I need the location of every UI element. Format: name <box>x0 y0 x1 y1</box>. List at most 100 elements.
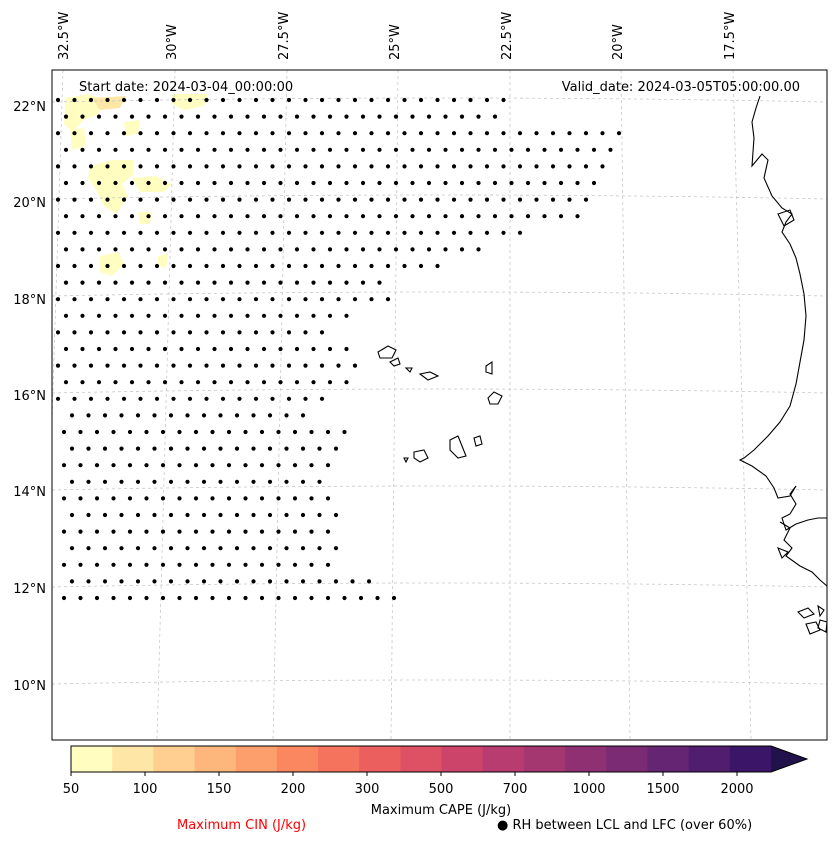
rh-dot <box>168 579 174 584</box>
rh-dot <box>243 595 248 601</box>
rh-dot <box>319 164 325 169</box>
lat-label: 20°N <box>13 196 46 211</box>
rh-dot <box>154 131 160 136</box>
rh-dot <box>210 463 215 468</box>
rh-dot <box>185 413 190 418</box>
rh-dot <box>127 562 133 567</box>
rh-dot <box>342 429 347 435</box>
rh-dot <box>443 214 448 219</box>
rh-dot <box>459 214 465 219</box>
rh-dot <box>121 131 127 136</box>
rh-dot <box>292 429 298 435</box>
rh-dot <box>80 180 85 186</box>
rh-dot <box>270 297 275 302</box>
rh-dot <box>542 180 547 186</box>
rh-dot <box>234 546 240 551</box>
rh-dot <box>171 230 176 235</box>
rh-dot <box>336 131 341 136</box>
rh-dot <box>309 429 314 435</box>
rh-dot <box>210 529 215 534</box>
colorbar-tick-labels: 50 100 150 200 300 500 700 1000 1500 200… <box>63 782 754 797</box>
rh-dot <box>72 263 77 269</box>
rh-dot <box>69 479 75 484</box>
rh-dot <box>259 429 265 435</box>
rh-dot <box>102 413 108 418</box>
rh-dot <box>492 214 498 219</box>
rh-dot <box>284 413 289 418</box>
rh-dot <box>69 512 75 518</box>
rh-dot <box>185 512 190 518</box>
coastal-island <box>777 547 789 559</box>
rh-dot <box>195 180 201 186</box>
rh-dot <box>333 579 339 584</box>
rh-dot <box>352 197 358 202</box>
rh-dot <box>146 147 151 152</box>
rh-dot <box>319 330 325 335</box>
rh-dot <box>129 380 135 385</box>
bijagos-island <box>817 604 825 618</box>
rh-dot <box>484 197 490 202</box>
rh-dot <box>212 280 217 285</box>
rh-dot <box>146 214 151 219</box>
rh-dot <box>72 230 77 235</box>
rh-dot <box>138 297 143 302</box>
rh-dot <box>187 131 193 136</box>
rh-dot <box>129 180 135 186</box>
rh-dot <box>259 562 265 567</box>
rh-dot <box>102 579 108 584</box>
rh-dot <box>336 164 341 169</box>
rh-dot <box>171 131 176 136</box>
rh-dot <box>243 529 248 534</box>
rh-dot <box>228 313 234 318</box>
rh-dot <box>171 197 176 202</box>
rh-dot <box>204 297 209 302</box>
gridline <box>51 679 828 685</box>
colorbar-segment <box>194 746 237 772</box>
rh-dot <box>284 546 289 551</box>
rh-dot <box>55 396 61 401</box>
rh-dot <box>129 346 135 352</box>
rh-dot <box>113 180 118 186</box>
rh-dot <box>468 230 473 235</box>
rh-dot <box>61 496 67 501</box>
rh-dot <box>179 114 184 119</box>
rh-dot <box>377 180 382 186</box>
longitude-labels: 32.5°W 30°W 27.5°W 25°W 22.5°W 20°W 17.5… <box>57 12 738 60</box>
rh-dot <box>94 562 100 567</box>
rh-dot <box>187 263 193 269</box>
rh-dot <box>360 114 366 119</box>
rh-dot <box>393 114 399 119</box>
rh-dot <box>451 164 457 169</box>
rh-dot <box>94 429 100 435</box>
rh-dot <box>119 546 124 551</box>
rh-dot <box>309 463 314 468</box>
rh-dot <box>292 562 298 567</box>
rh-dot <box>218 446 223 451</box>
rh-dot <box>168 479 174 484</box>
rh-dot <box>152 512 157 518</box>
rh-dot <box>144 595 149 601</box>
rh-dot <box>105 396 110 401</box>
rh-dot <box>542 147 547 152</box>
rh-dot <box>550 164 556 169</box>
rh-dot <box>261 313 267 318</box>
rh-dot <box>377 114 382 119</box>
rh-dot <box>94 496 100 501</box>
rh-dot <box>344 346 349 352</box>
rh-dot <box>369 131 374 136</box>
rh-dot <box>212 147 217 152</box>
rh-dot <box>162 180 168 186</box>
rh-dot <box>292 529 298 534</box>
rh-dot <box>245 313 250 318</box>
rh-dot <box>317 512 322 518</box>
rh-dot <box>78 562 83 567</box>
colorbar-segment <box>441 746 484 772</box>
rh-dot <box>344 147 349 152</box>
rh-dot <box>237 97 242 103</box>
rh-dot <box>583 197 589 202</box>
rh-dot <box>55 164 61 169</box>
colorbar-extend-arrow <box>771 746 807 772</box>
rh-dot <box>105 263 110 269</box>
rh-dot <box>476 114 481 119</box>
rh-dot <box>195 147 201 152</box>
